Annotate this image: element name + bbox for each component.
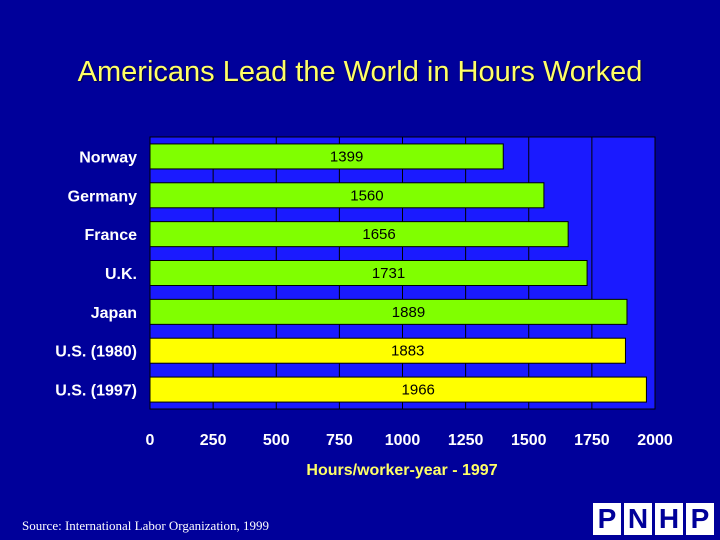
logo-letter: P bbox=[593, 503, 621, 535]
chart-title: Americans Lead the World in Hours Worked bbox=[77, 56, 643, 88]
bar bbox=[149, 337, 626, 364]
x-tick-label: 1750 bbox=[574, 432, 610, 449]
data-label: 1399 bbox=[330, 148, 363, 165]
source-note: Source: International Labor Organization… bbox=[22, 518, 270, 533]
bars: 1399 1560 1656 1731 1889 1883 1966 bbox=[149, 143, 647, 403]
bar bbox=[149, 298, 628, 325]
category-label: France bbox=[85, 227, 138, 244]
x-tick-label: 750 bbox=[326, 432, 353, 449]
x-tick-label: 1250 bbox=[448, 432, 484, 449]
x-tick-label: 1000 bbox=[385, 432, 421, 449]
x-tick-label: 500 bbox=[263, 432, 290, 449]
category-label: Norway bbox=[79, 149, 137, 166]
data-label: 1731 bbox=[372, 265, 405, 282]
logo-letter: N bbox=[624, 503, 652, 535]
x-tick-labels: 0 250 500 750 1000 1250 1500 1750 2000 bbox=[146, 432, 673, 449]
category-label: U.K. bbox=[105, 266, 137, 283]
category-label: U.S. (1980) bbox=[55, 344, 137, 361]
x-axis-label: Hours/worker-year - 1997 bbox=[306, 462, 497, 479]
bar bbox=[149, 143, 504, 170]
bar bbox=[149, 221, 569, 248]
category-label: U.S. (1997) bbox=[55, 383, 137, 400]
x-tick-label: 0 bbox=[146, 432, 155, 449]
bar bbox=[149, 260, 588, 286]
category-labels: Norway Germany France U.K. Japan U.S. (1980) U… bbox=[55, 149, 137, 399]
data-label: 1560 bbox=[350, 187, 383, 204]
logo-letter: H bbox=[655, 503, 683, 535]
x-tick-label: 250 bbox=[200, 432, 227, 449]
x-tick-label: 1500 bbox=[511, 432, 547, 449]
data-label: 1883 bbox=[391, 343, 424, 360]
data-label: 1966 bbox=[402, 382, 435, 399]
bar bbox=[149, 376, 647, 403]
pnhp-logo: P N H P bbox=[593, 503, 714, 535]
data-label: 1889 bbox=[392, 304, 425, 321]
category-label: Germany bbox=[68, 188, 137, 205]
x-tick-label: 2000 bbox=[637, 432, 673, 449]
logo-letter: P bbox=[686, 503, 714, 535]
bar bbox=[149, 182, 545, 209]
category-label: Japan bbox=[91, 305, 137, 322]
data-label: 1656 bbox=[362, 226, 395, 243]
